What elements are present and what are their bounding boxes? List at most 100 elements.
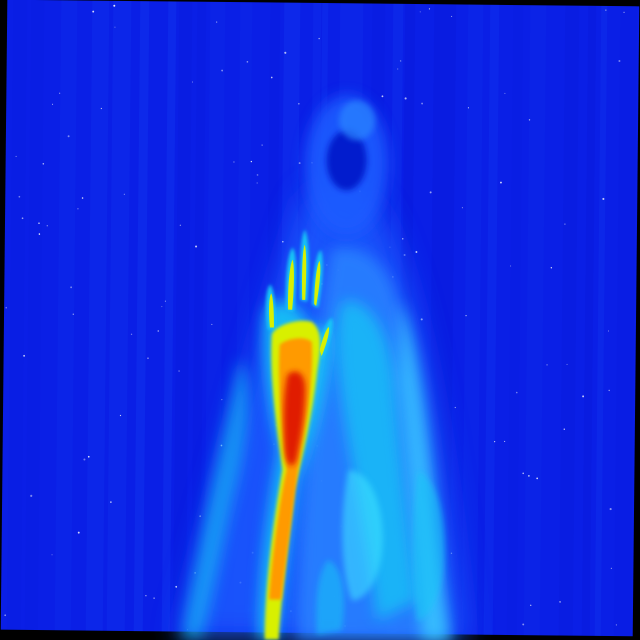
band-stripe [106, 0, 132, 631]
speckle [256, 182, 258, 184]
speckle [153, 597, 155, 599]
speckle [4, 614, 7, 617]
speckle [119, 414, 122, 417]
band-stripe [54, 0, 78, 631]
speckle [38, 222, 40, 224]
speckle [83, 458, 86, 461]
band-stripe [85, 0, 110, 631]
speckle [451, 15, 453, 18]
speckle [59, 92, 61, 94]
speckle [270, 76, 273, 79]
band-stripe [6, 0, 28, 630]
speckle [566, 363, 568, 365]
speckle [298, 162, 301, 165]
band-stripe [461, 4, 484, 635]
speckle [110, 501, 112, 503]
speckle [21, 217, 24, 220]
speckle [420, 318, 423, 321]
speckle [564, 223, 566, 225]
speckle [18, 195, 21, 198]
speckle [429, 191, 432, 194]
speckle [504, 440, 506, 443]
speckle [178, 370, 180, 372]
band-stripe [613, 6, 638, 637]
speckle [467, 107, 470, 109]
speckle [216, 21, 218, 23]
speckle [602, 197, 605, 200]
speckle [179, 224, 182, 227]
speckle [403, 253, 406, 256]
cloak-body [176, 183, 467, 640]
speckle [419, 11, 421, 13]
speckle [15, 155, 17, 157]
speckle [42, 162, 45, 165]
speckle [527, 474, 530, 477]
speckle [77, 208, 79, 210]
speckle [211, 323, 213, 325]
speckle [51, 103, 54, 105]
speckle [233, 161, 235, 163]
band-stripe [558, 5, 580, 636]
speckle [500, 181, 502, 184]
speckle [397, 68, 399, 70]
speckle [522, 472, 525, 475]
speckle [415, 251, 418, 253]
speckle [623, 11, 625, 13]
band-stripe [172, 1, 193, 632]
speckle [402, 238, 404, 240]
speckle [161, 306, 163, 308]
speckle [81, 197, 84, 199]
speckle [528, 119, 531, 121]
speckle [147, 357, 149, 360]
speckle [114, 26, 116, 28]
speckle [504, 92, 506, 95]
band-stripe [24, 0, 45, 631]
speckle [130, 333, 133, 336]
speckle [421, 102, 423, 105]
speckle [72, 313, 75, 315]
speckle [250, 160, 253, 163]
speckle [70, 286, 73, 289]
speckle [465, 314, 467, 317]
speckle [582, 395, 585, 398]
band-stripe [523, 5, 547, 636]
speckle [399, 60, 402, 62]
raised-hand [258, 229, 333, 640]
speckle [100, 107, 103, 110]
band-stripe [161, 1, 177, 632]
speckle [608, 389, 610, 392]
speckle [510, 265, 512, 267]
speckle [522, 623, 525, 626]
speckle [609, 507, 612, 511]
speckle [221, 399, 223, 401]
speckle [529, 604, 532, 607]
band-stripe [506, 5, 524, 636]
speckle [195, 245, 198, 248]
speckle [461, 207, 463, 209]
speckle [191, 81, 194, 83]
speckle [164, 300, 166, 302]
speckle [87, 455, 90, 458]
speckle [515, 391, 518, 394]
speckle [261, 144, 263, 146]
band-stripe [483, 4, 500, 635]
speckle [404, 97, 407, 100]
speckle [246, 61, 249, 63]
speckle [38, 233, 41, 235]
speckle [607, 330, 610, 332]
speckle [67, 135, 70, 138]
speckle [157, 330, 160, 332]
band-stripe [133, 1, 150, 632]
speckle [610, 567, 613, 570]
band-stripe [594, 5, 608, 636]
speckle [563, 428, 565, 430]
speckle [546, 364, 548, 366]
speckle [256, 174, 259, 176]
speckle [145, 594, 147, 597]
speckle [51, 554, 53, 556]
speckle [123, 193, 125, 195]
speckle [77, 531, 80, 534]
speckle [298, 102, 300, 105]
